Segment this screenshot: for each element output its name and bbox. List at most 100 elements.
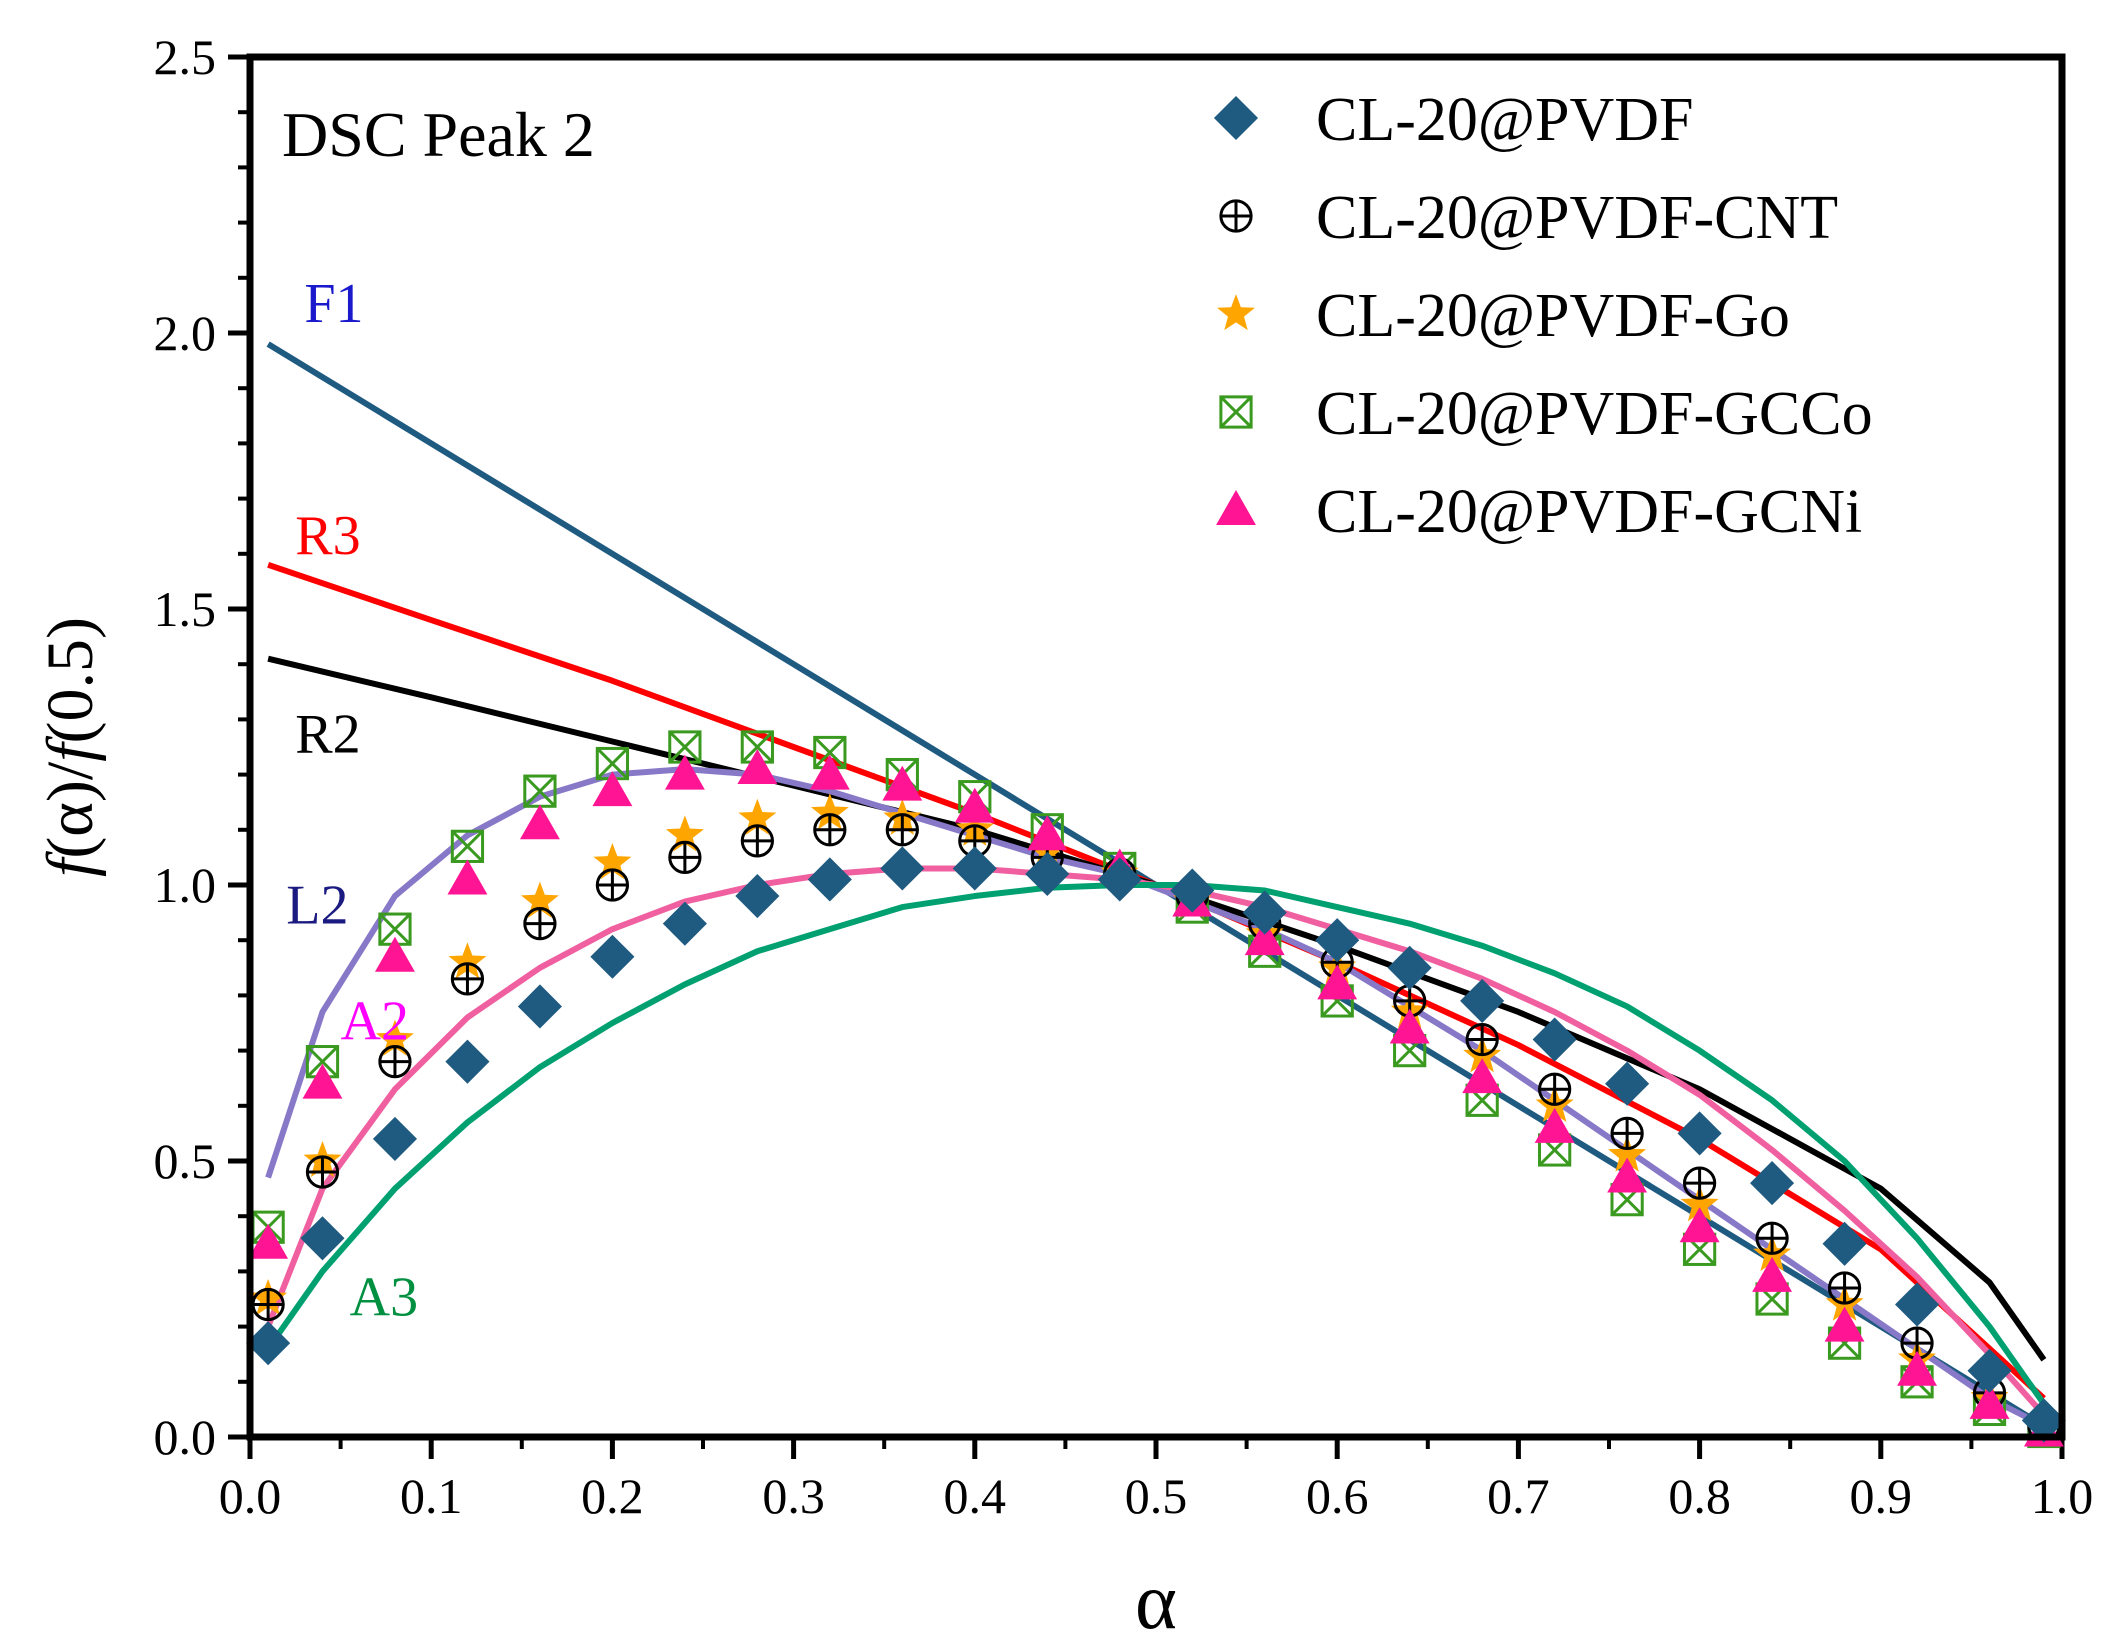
legend-label: CL-20@PVDF-GCNi: [1316, 478, 1862, 546]
data-point: [738, 798, 777, 835]
data-point: [807, 857, 852, 902]
data-point: [1894, 1282, 1940, 1327]
y-tick-label: 2.0: [154, 305, 217, 361]
data-point: [523, 774, 557, 808]
data-point: [1680, 1185, 1719, 1222]
data-point: [372, 1116, 418, 1161]
data-point: [1824, 1306, 1865, 1342]
data-point: [1677, 1111, 1722, 1156]
y-title-end: (0.5): [34, 617, 107, 743]
tick-labels: 0.0 0.1 0.2 0.3 0.4 0.5 0.6 0.7 0.8 0.9 1.0 0.0 0.5 1…: [154, 29, 2094, 1524]
data-point: [251, 1287, 285, 1322]
data-point: [448, 942, 487, 979]
data-point: [1389, 1008, 1430, 1044]
data-point: [952, 846, 997, 891]
data-point: [519, 804, 560, 840]
data-point: [662, 901, 707, 946]
data-point: [1387, 945, 1432, 990]
data-point: [1097, 857, 1142, 902]
marker-diag: [378, 912, 412, 946]
legend-marker: [1219, 199, 1253, 233]
data-point: [1822, 1221, 1867, 1266]
data-point: [1897, 1350, 1937, 1386]
data-point: [378, 1045, 412, 1079]
data-point: [1605, 1061, 1650, 1106]
legend-label: CL-20@PVDF: [1316, 86, 1693, 154]
data-point: [2021, 1398, 2066, 1443]
marker-box: [1219, 395, 1253, 429]
data-point: [1967, 1348, 2012, 1393]
data-point: [737, 749, 778, 785]
data-point: [1025, 851, 1070, 897]
data-point: [592, 771, 633, 807]
data-point: [1750, 1161, 1795, 1206]
data-point: [882, 765, 923, 801]
x-tick-label: 0.8: [1668, 1468, 1731, 1524]
data-point: [1532, 1017, 1577, 1062]
data-point: [1242, 890, 1287, 935]
data-point: [810, 793, 849, 830]
legend: CL-20@PVDF CL-20@PVDF-CNT CL-20@PVDF-Go CL-…: [1213, 86, 1873, 546]
data-point: [664, 754, 705, 790]
curve-label-a2: A2: [341, 991, 409, 1053]
data-point: [520, 881, 559, 918]
data-point: [1317, 964, 1358, 1000]
data-point: [885, 813, 919, 847]
y-tick-label: 1.0: [154, 857, 217, 913]
data-markers: [246, 730, 2066, 1449]
marker-diag: [523, 774, 557, 808]
curve-label-r2: R2: [295, 704, 360, 766]
data-point: [668, 730, 702, 764]
data-point: [302, 1063, 343, 1099]
data-point: [375, 936, 415, 972]
curve-label-l2: L2: [286, 875, 348, 937]
data-point: [1682, 1166, 1717, 1200]
data-point: [809, 754, 850, 790]
data-point: [1462, 1058, 1503, 1094]
data-point: [1679, 1207, 1720, 1243]
data-point: [595, 868, 630, 902]
plot-frame: [246, 53, 2066, 1441]
series-cl-20@pvdf-gcni: [248, 749, 2064, 1447]
curve-a3: [265, 882, 2047, 1406]
x-tick-label: 1.0: [2031, 1468, 2094, 1524]
data-point: [1244, 920, 1285, 956]
data-point: [813, 813, 847, 847]
data-point: [1755, 1221, 1789, 1255]
x-tick-label: 0.2: [581, 1468, 644, 1524]
data-point: [1608, 1135, 1647, 1172]
data-point: [1170, 868, 1215, 913]
data-point: [1315, 918, 1360, 963]
data-point: [735, 873, 780, 919]
data-point: [450, 962, 485, 996]
x-tick-label: 0.3: [762, 1468, 825, 1524]
y-tick-label: 0.5: [154, 1133, 217, 1189]
marker-diag: [451, 830, 484, 863]
data-point: [740, 824, 774, 858]
x-tick-label: 0.7: [1487, 1468, 1550, 1524]
data-point: [1610, 1116, 1644, 1151]
legend-marker: [1213, 95, 1259, 141]
data-point: [246, 1321, 291, 1366]
x-tick-label: 0.6: [1306, 1468, 1369, 1524]
y-title-mid: (α)/: [34, 761, 107, 859]
marker-diag: [741, 730, 774, 764]
curve-labels: F1 R3 R2 L2 A2 A3: [286, 273, 418, 1329]
data-point: [880, 846, 925, 891]
legend-marker: [1216, 490, 1256, 525]
series-cl-20@pvdf: [246, 846, 2066, 1443]
x-tick-label: 0.1: [400, 1468, 463, 1524]
data-point: [1465, 1022, 1499, 1057]
marker-diag: [596, 747, 629, 780]
y-axis-title: f(α)/f(0.5): [34, 617, 107, 877]
annotation-dsc-peak: DSC Peak 2: [282, 99, 595, 170]
y-tick-label: 1.5: [154, 581, 217, 637]
legend-label: CL-20@PVDF-Go: [1316, 282, 1790, 350]
data-point: [376, 1019, 414, 1056]
x-tick-label: 0.9: [1850, 1468, 1913, 1524]
marker-diag: [1219, 395, 1253, 429]
data-point: [248, 1223, 289, 1259]
curve-l2: [265, 766, 2046, 1429]
data-point: [1827, 1271, 1862, 1305]
marker-diag: [668, 730, 702, 764]
